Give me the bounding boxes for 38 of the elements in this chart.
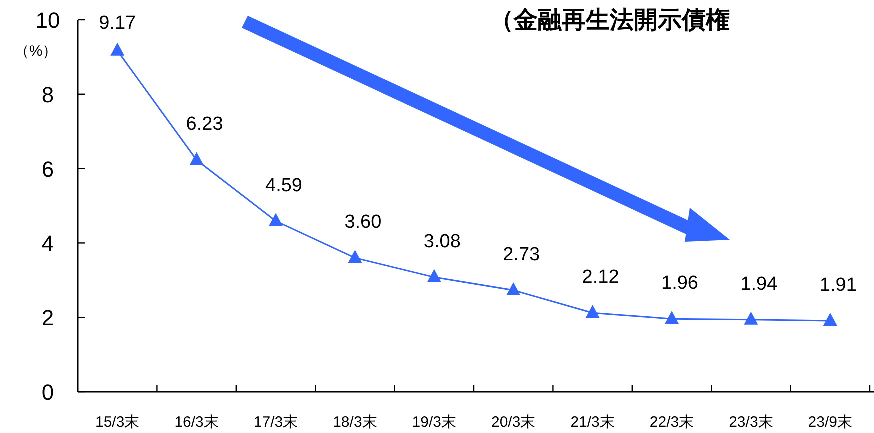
point [744, 312, 758, 325]
x-tick-label: 15/3末 [96, 414, 140, 431]
text: 2.73 [503, 244, 540, 266]
text: 2.12 [582, 267, 620, 288]
text: 9.17 [99, 12, 136, 34]
x-tick-label: 17/3末 [254, 414, 298, 431]
point [110, 42, 125, 56]
point [190, 152, 204, 166]
text: 1.94 [740, 274, 778, 295]
y-tick-label: 4 [42, 231, 54, 256]
text: 6.23 [186, 114, 224, 136]
text: 3.08 [424, 231, 461, 252]
point [269, 213, 283, 226]
y-tick-label: 0 [42, 380, 54, 405]
x-tick-label: 18/3末 [333, 414, 378, 431]
x-tick-label: 23/9末 [808, 414, 852, 431]
point [427, 269, 442, 282]
x-tick-label: 19/3末 [412, 414, 456, 431]
point [586, 305, 600, 318]
x-tick-label: 22/3末 [650, 414, 694, 431]
x-tick-label: 21/3末 [570, 414, 615, 431]
y-axis-title: （%） [14, 43, 58, 60]
x-tick-label: 16/3末 [174, 414, 219, 431]
y-tick-label: 8 [42, 82, 54, 108]
y-tick-label: 6 [42, 156, 54, 182]
text: 3.60 [344, 212, 382, 234]
point [506, 282, 521, 296]
point [348, 250, 362, 264]
point [823, 312, 838, 326]
x-tick-label: 20/3末 [492, 414, 536, 431]
chart-title: （金融再生法開示債権 [490, 7, 730, 34]
point [665, 311, 679, 324]
y-tick-label: 2 [42, 306, 54, 331]
text: 1.96 [662, 273, 698, 294]
text: 4.59 [266, 175, 302, 196]
text: 1.91 [820, 274, 857, 296]
y-tick-label: 10 [36, 8, 60, 33]
x-tick-label: 23/3末 [729, 414, 774, 431]
